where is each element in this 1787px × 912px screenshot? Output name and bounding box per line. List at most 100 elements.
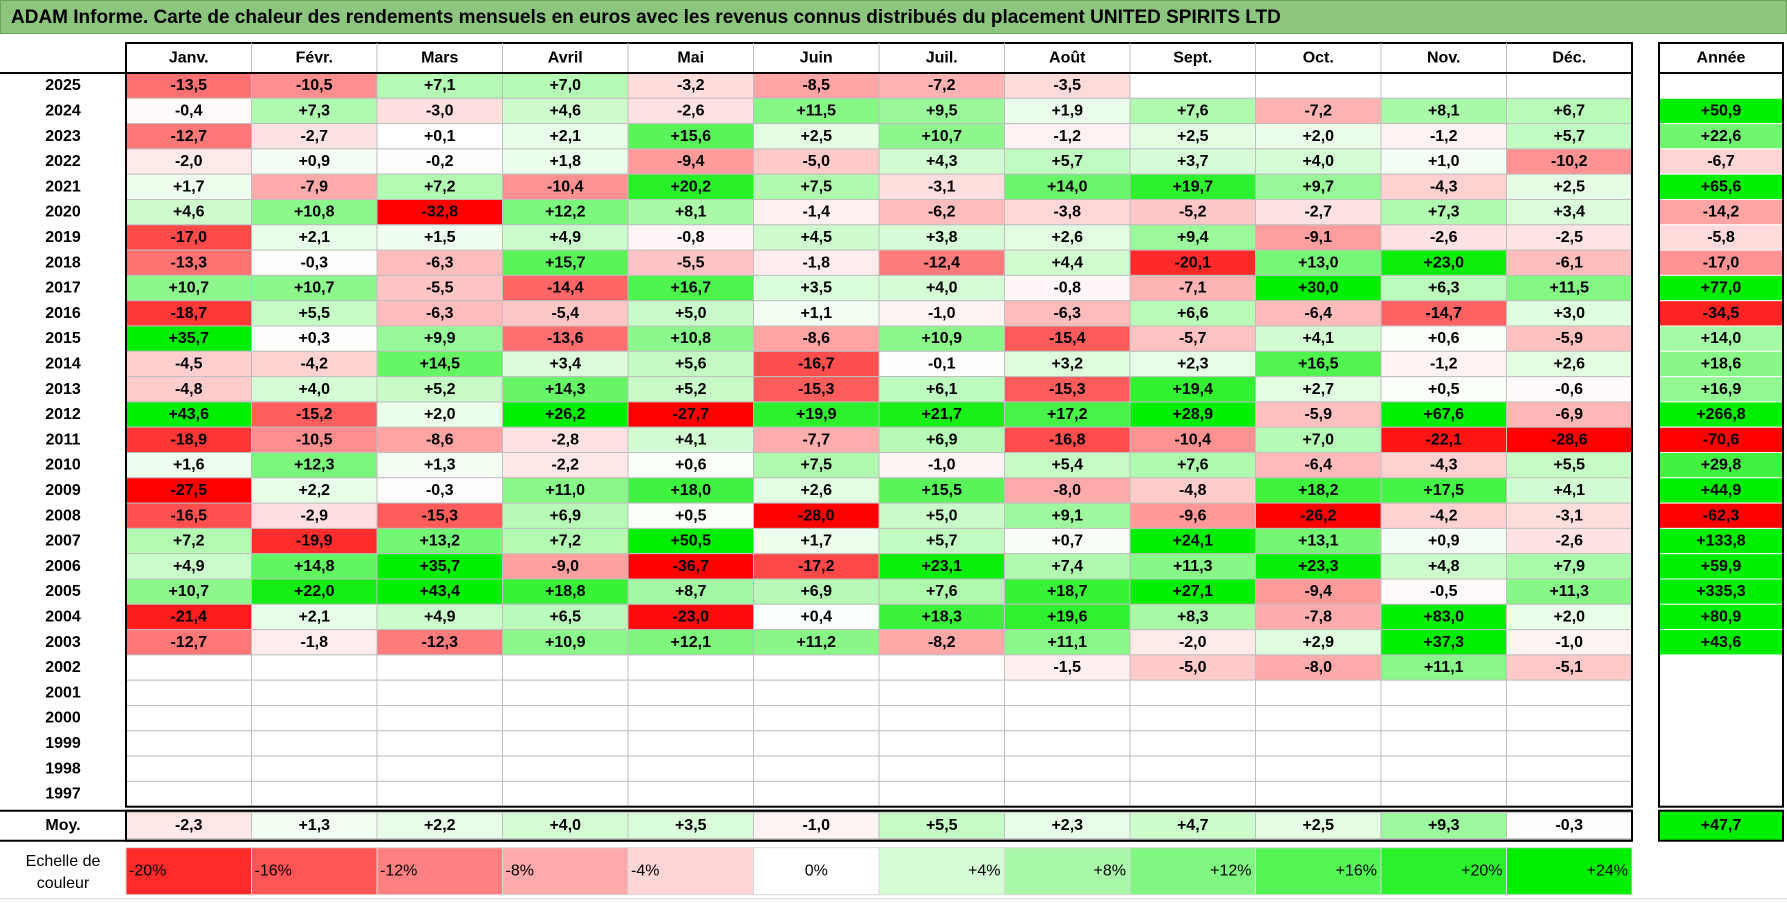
- heatmap-cell: [1255, 199, 1382, 226]
- heatmap-cell: [1129, 629, 1256, 656]
- heatmap-cell: [1004, 300, 1131, 327]
- cell-value: +35,7: [169, 330, 210, 347]
- cell-value: -14,4: [547, 280, 584, 297]
- cell-value: +5,7: [926, 533, 958, 550]
- average-value: +3,5: [675, 817, 707, 834]
- heatmap-cell: [125, 249, 252, 276]
- heatmap-cell: [1506, 502, 1633, 529]
- cell-value: +10,8: [671, 330, 712, 347]
- cell-value: -15,2: [296, 406, 333, 423]
- cell-value: +1,9: [1051, 102, 1083, 119]
- heatmap-cell: [878, 679, 1005, 707]
- heatmap-cell: [753, 780, 880, 808]
- heatmap-cell: [376, 654, 503, 681]
- average-value: +2,2: [424, 817, 456, 834]
- heatmap-cell: [376, 780, 503, 808]
- heatmap-cell: [502, 426, 629, 454]
- heatmap-cell: [1255, 350, 1382, 378]
- year-label: 2012: [45, 406, 81, 423]
- heatmap-cell: [1255, 755, 1382, 782]
- cell-value: -2,6: [1555, 533, 1583, 550]
- average-value: +2,3: [1051, 817, 1083, 834]
- cell-value: -6,1: [1555, 254, 1583, 271]
- heatmap-cell: [878, 553, 1005, 580]
- cell-value: +37,3: [1424, 634, 1465, 651]
- heatmap-cell: [125, 477, 252, 504]
- heatmap-cell: [1129, 578, 1256, 605]
- heatmap-cell: [753, 502, 880, 529]
- heatmap-cell: [1255, 325, 1382, 352]
- cell-value: -5,1: [1555, 659, 1583, 676]
- cell-value: +3,7: [1177, 153, 1209, 170]
- cell-value: -0,8: [1053, 280, 1081, 297]
- cell-value: -8,0: [1053, 482, 1081, 499]
- cell-value: -4,2: [1430, 507, 1458, 524]
- heatmap-cell: [1506, 780, 1633, 808]
- heatmap-cell: [753, 97, 880, 125]
- cell-value: -2,2: [551, 457, 579, 474]
- annual-cell: [1658, 173, 1784, 200]
- cell-value: +5,7: [1051, 153, 1083, 170]
- annual-value: -34,5: [1703, 305, 1740, 322]
- cell-value: -7,2: [1304, 102, 1332, 119]
- cell-value: -0,3: [426, 482, 454, 499]
- heatmap-cell: [753, 274, 880, 302]
- cell-value: +10,9: [922, 330, 963, 347]
- cell-value: +19,7: [1173, 178, 1214, 195]
- cell-value: +8,1: [1428, 102, 1460, 119]
- heatmap-cell: [251, 249, 378, 276]
- cell-value: -21,4: [171, 608, 208, 625]
- cell-value: -0,1: [928, 355, 956, 372]
- heatmap-cell: [251, 199, 378, 226]
- cell-value: +7,6: [1177, 457, 1209, 474]
- heatmap-cell: [1129, 730, 1256, 757]
- cell-value: +23,3: [1298, 558, 1339, 575]
- cell-value: -1,0: [928, 457, 956, 474]
- year-label: 1999: [45, 735, 81, 752]
- heatmap-cell: [878, 72, 1005, 99]
- scale-swatch: [1506, 847, 1633, 896]
- heatmap-cell: [1255, 780, 1382, 808]
- cell-value: +11,1: [1424, 659, 1464, 676]
- cell-value: +11,2: [796, 634, 836, 651]
- month-header: Août: [1049, 50, 1086, 67]
- heatmap-cell: [1255, 502, 1382, 529]
- annual-value: -17,0: [1703, 254, 1740, 271]
- heatmap-cell: [753, 527, 880, 555]
- heatmap-cell: [1129, 527, 1256, 555]
- heatmap-cell: [753, 477, 880, 504]
- cell-value: -1,2: [1430, 128, 1458, 145]
- cell-value: -6,9: [1555, 406, 1583, 423]
- heatmap-cell: [1506, 350, 1633, 378]
- annual-value: -5,8: [1707, 229, 1735, 246]
- cell-value: -2,6: [1430, 229, 1458, 246]
- heatmap-cell: [251, 780, 378, 808]
- average-cell: [627, 812, 754, 840]
- heatmap-cell: [251, 300, 378, 327]
- annual-header: Année: [1697, 50, 1746, 67]
- cell-value: +4,0: [1302, 153, 1334, 170]
- heatmap-cell: [251, 654, 378, 681]
- cell-value: +50,5: [671, 533, 712, 550]
- heatmap-cell: [125, 755, 252, 782]
- cell-value: +11,0: [545, 482, 585, 499]
- heatmap-cell: [502, 401, 629, 428]
- cell-value: +67,6: [1424, 406, 1465, 423]
- heatmap-cell: [1380, 654, 1507, 681]
- heatmap-cell: [1506, 72, 1633, 99]
- annual-value: +16,9: [1701, 381, 1742, 398]
- cell-value: -8,5: [802, 77, 830, 94]
- average-value: -2,3: [175, 817, 203, 834]
- heatmap-cell: [753, 300, 880, 327]
- heatmap-cell: [1129, 502, 1256, 529]
- cell-value: -12,7: [171, 634, 208, 651]
- heatmap-cell: [1380, 123, 1507, 150]
- cell-value: +12,2: [545, 204, 586, 221]
- average-border: [125, 809, 1633, 842]
- heatmap-cell: [627, 274, 754, 302]
- cell-value: -5,2: [1179, 204, 1207, 221]
- year-label: 1998: [45, 760, 81, 777]
- heatmap-cell: [1129, 477, 1256, 504]
- cell-value: +7,3: [298, 102, 330, 119]
- cell-value: +21,7: [922, 406, 963, 423]
